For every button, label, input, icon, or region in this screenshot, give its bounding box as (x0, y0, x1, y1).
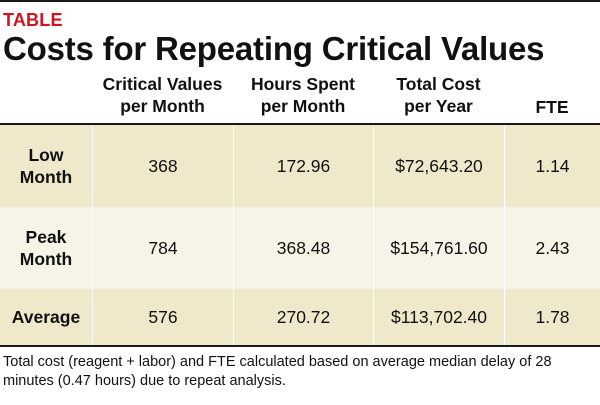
row-label: Peak Month (19, 227, 73, 269)
hours-spent-cell: 270.72 (233, 289, 373, 345)
header-cell-blank (0, 69, 92, 123)
hours-spent-cell: 368.48 (233, 207, 373, 289)
row-label-cell: Average (0, 289, 92, 345)
total-cost-cell: $72,643.20 (373, 125, 504, 207)
hours-spent-cell: 172.96 (233, 125, 373, 207)
total-cost-cell: $154,761.60 (373, 207, 504, 289)
fte-cell: 1.78 (504, 289, 600, 345)
critical-values-cell: 368 (92, 125, 233, 207)
row-label: Low Month (19, 145, 73, 187)
table-footnote: Total cost (reagent + labor) and FTE cal… (3, 354, 552, 389)
header-cell-hours-spent: Hours Spent per Month (250, 74, 356, 116)
header-cell-total-cost: Total Cost per Year (396, 74, 481, 116)
row-label: Average (11, 307, 81, 327)
bottom-rule (0, 345, 600, 347)
table-row: Low Month 368 172.96 $72,643.20 1.14 (0, 125, 600, 207)
fte-cell: 2.43 (504, 207, 600, 289)
critical-values-cell: 576 (92, 289, 233, 345)
figure-label: TABLE (3, 10, 63, 30)
row-label-cell: Low Month (0, 125, 92, 207)
row-label-cell: Peak Month (0, 207, 92, 289)
critical-values-cell: 784 (92, 207, 233, 289)
table-row: Average 576 270.72 $113,702.40 1.78 (0, 289, 600, 345)
table-row: Peak Month 784 368.48 $154,761.60 2.43 (0, 207, 600, 289)
header-cell-critical-values: Critical Values per Month (102, 74, 223, 116)
top-rule (0, 0, 600, 2)
total-cost-cell: $113,702.40 (373, 289, 504, 345)
figure-title: Costs for Repeating Critical Values (3, 30, 545, 67)
header-cell-fte: FTE (535, 97, 569, 117)
table-header-row: Critical Values per Month Hours Spent pe… (0, 69, 600, 123)
header-rule (0, 123, 600, 125)
fte-cell: 1.14 (504, 125, 600, 207)
